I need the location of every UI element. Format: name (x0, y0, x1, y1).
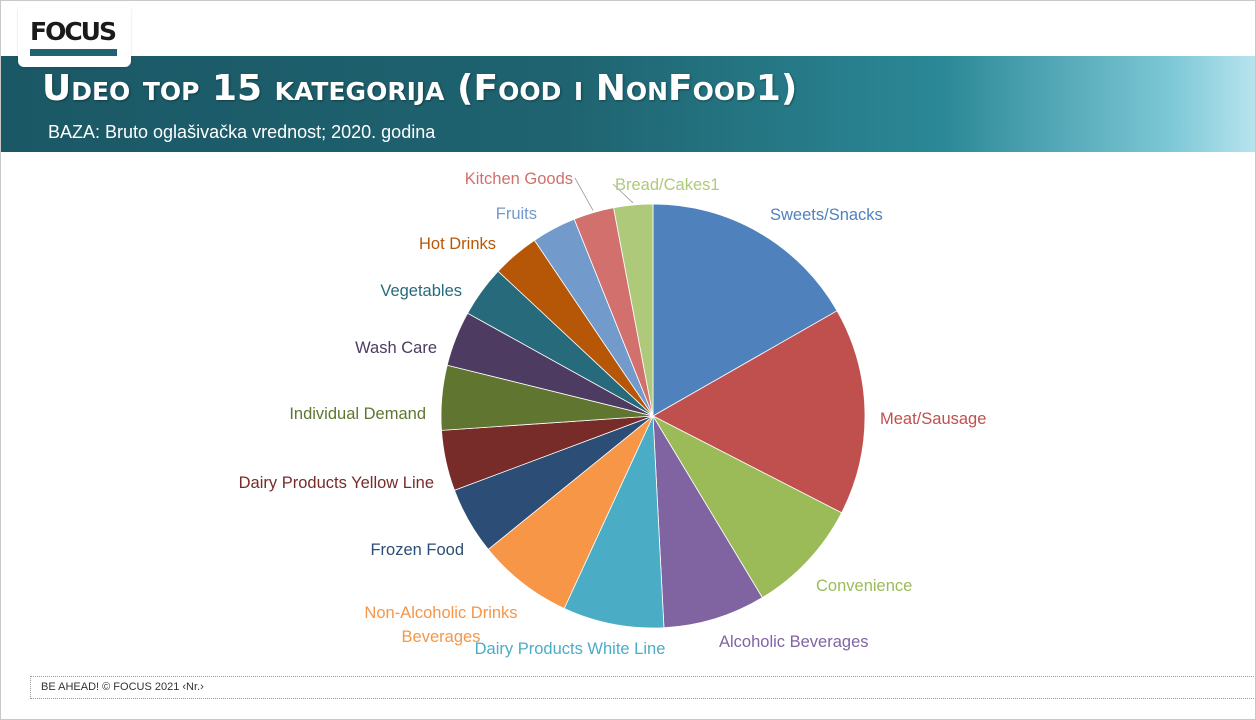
pie-labels: Sweets/Snacks Meat/Sausage Convenience Alco… (239, 170, 987, 658)
leader-line-15 (612, 183, 634, 204)
slice-label-5: Dairy Products White Line (475, 640, 666, 658)
slice-label-15: Bread/Cakes1 (615, 176, 720, 194)
logo-text: FOCUS (30, 17, 117, 46)
pie-chart: Sweets/Snacks Meat/Sausage Convenience Alco… (239, 170, 987, 658)
pie-slice-3 (651, 415, 843, 599)
pie-slice-6 (487, 415, 654, 610)
slice-label-3: Convenience (816, 577, 912, 595)
footer-text: BE AHEAD! © FOCUS 2021 ‹Nr.› (41, 681, 204, 693)
slice-label-2: Meat/Sausage (880, 410, 986, 428)
pie-slice-2 (652, 310, 866, 514)
slice-label-6: Non-Alcoholic Drinks Beverages (364, 604, 517, 646)
logo-underline (30, 49, 117, 56)
slice-label-8: Dairy Products Yellow Line (239, 474, 434, 492)
slice-label-9: Individual Demand (289, 405, 426, 423)
pie-slice-15 (613, 203, 654, 417)
leader-line-14 (574, 177, 594, 211)
slice-label-4: Alcoholic Beverages (719, 633, 869, 651)
page-title: Udeo top 15 kategorija (Food i NonFood1) (42, 68, 798, 109)
slice-label-7: Frozen Food (370, 541, 464, 559)
slice-label-11: Vegetables (380, 282, 462, 300)
pie-slices (440, 203, 866, 629)
pie-slice-1 (652, 203, 838, 417)
page-subtitle: BAZA: Bruto oglašivačka vrednost; 2020. … (48, 122, 436, 142)
slice-label-1: Sweets/Snacks (770, 206, 883, 224)
pie-slice-4 (652, 415, 763, 629)
slice-label-10: Wash Care (355, 339, 437, 357)
slice-label-14: Kitchen Goods (465, 170, 573, 188)
slice-label-13: Fruits (496, 205, 537, 223)
pie-slice-5 (563, 415, 665, 629)
slice-label-12: Hot Drinks (419, 235, 496, 253)
footer: BE AHEAD! © FOCUS 2021 ‹Nr.› (30, 676, 1254, 699)
header-banner (1, 56, 1255, 152)
logo: FOCUS (18, 8, 131, 67)
